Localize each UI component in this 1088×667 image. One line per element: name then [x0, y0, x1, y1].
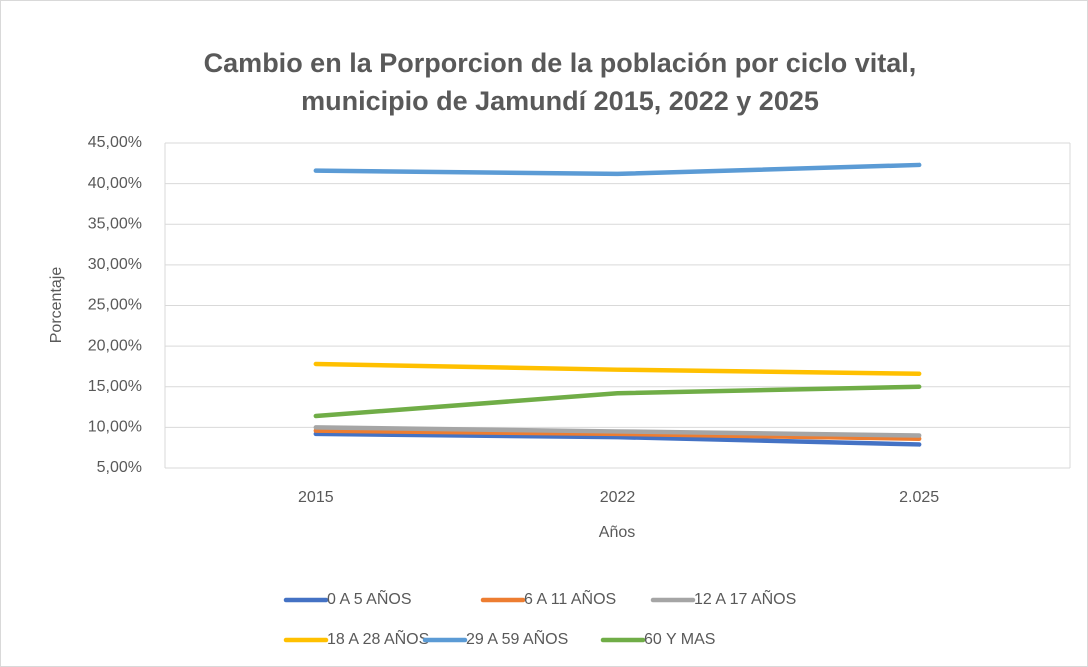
legend-label: 12 A 17 AÑOS — [694, 588, 796, 608]
legend-label: 60 Y MAS — [644, 631, 715, 648]
y-axis-label: Porcentaje — [48, 267, 65, 344]
legend-label: 29 A 59 AÑOS — [466, 628, 568, 648]
legend-label: 18 A 28 AÑOS — [327, 628, 429, 648]
series-line — [313, 431, 922, 447]
x-tick-label: 2022 — [600, 489, 636, 506]
x-tick-label: 2.025 — [899, 489, 939, 506]
y-tick-label: 5,00% — [97, 459, 142, 476]
series-line — [313, 425, 922, 438]
y-tick-label: 10,00% — [88, 419, 142, 436]
y-tick-label: 25,00% — [88, 297, 142, 314]
series-line — [313, 162, 922, 177]
chart-title: municipio de Jamundí 2015, 2022 y 2025 — [301, 86, 819, 116]
y-tick-label: 40,00% — [88, 175, 142, 192]
y-tick-label: 15,00% — [88, 378, 142, 395]
legend-label: 6 A 11 AÑOS — [524, 588, 616, 608]
series-line — [313, 428, 922, 441]
series-line — [313, 384, 922, 419]
y-tick-label: 20,00% — [88, 337, 142, 354]
series-line — [313, 361, 922, 376]
legend-label: 0 A 5 AÑOS — [327, 588, 412, 608]
y-tick-label: 35,00% — [88, 215, 142, 232]
x-axis-label: Años — [599, 524, 635, 541]
y-tick-label: 30,00% — [88, 256, 142, 273]
y-tick-label: 45,00% — [88, 134, 142, 151]
x-tick-label: 2015 — [298, 489, 334, 506]
chart-title: Cambio en la Porporcion de la población … — [204, 48, 917, 78]
